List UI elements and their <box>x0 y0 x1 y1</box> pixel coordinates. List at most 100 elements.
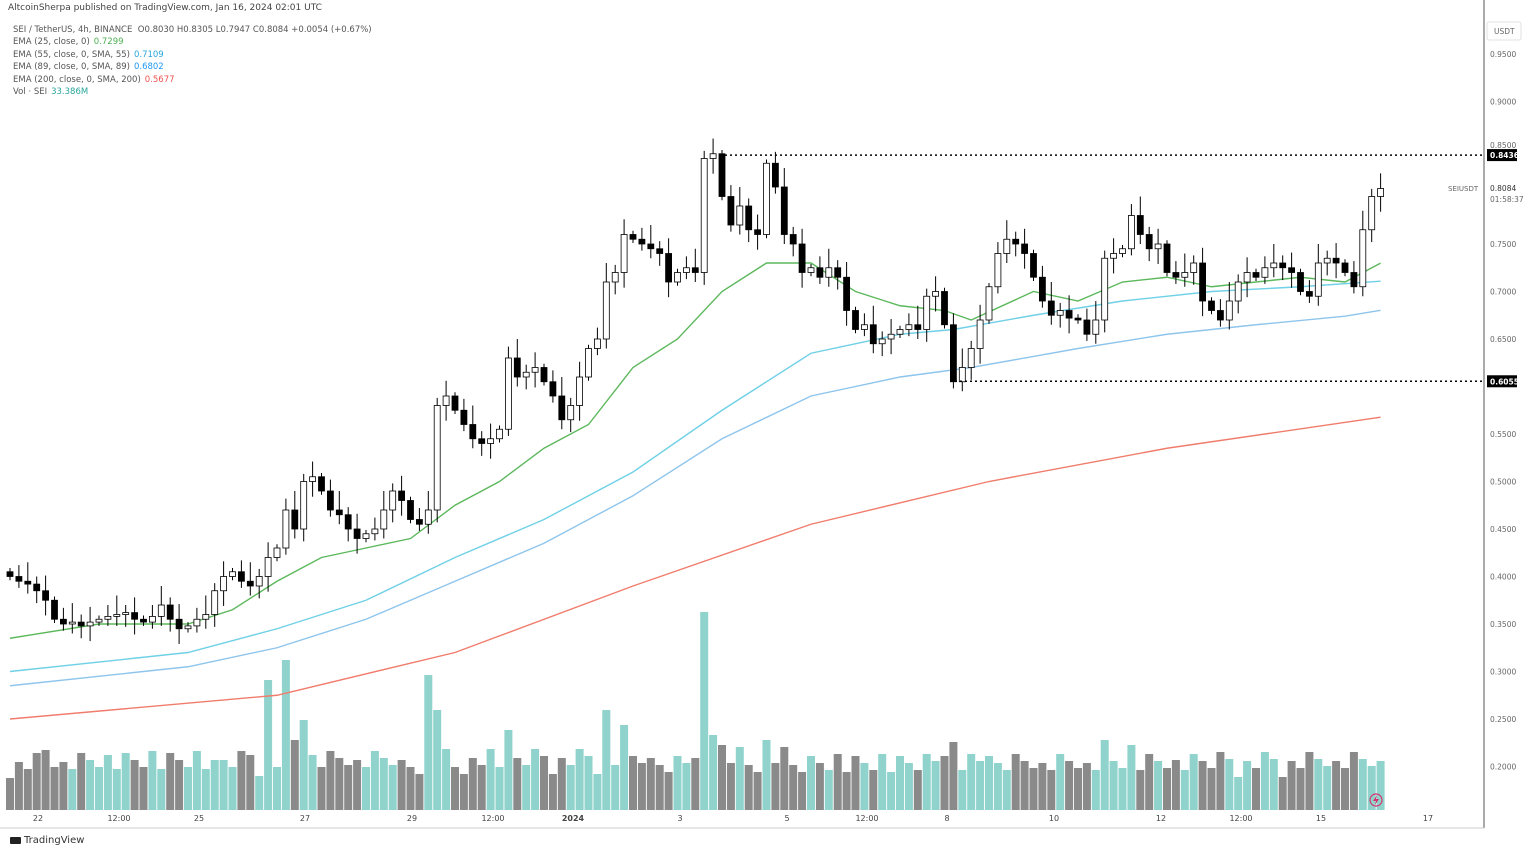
volume-bar <box>1038 763 1047 810</box>
candle-body <box>549 381 557 397</box>
candle-body <box>754 229 761 235</box>
volume-bar <box>219 760 228 810</box>
candle-body <box>95 618 103 623</box>
volume-bar <box>949 742 958 810</box>
time-tick: 12:00 <box>481 814 504 823</box>
volume-bar <box>896 756 904 810</box>
symbol-title: SEI / TetherUS, 4h, BINANCE <box>13 25 133 35</box>
candle-body <box>193 618 201 627</box>
candle-body <box>1021 243 1028 254</box>
volume-bar <box>281 660 290 810</box>
volume-bar <box>504 730 513 810</box>
volume-bar <box>682 763 691 810</box>
candle-body <box>166 604 174 620</box>
volume-bar <box>1011 754 1020 810</box>
candle-body <box>442 395 450 406</box>
time-tick: 27 <box>300 814 310 823</box>
candle <box>1234 274 1242 314</box>
candle <box>309 461 317 497</box>
volume-bar <box>1367 766 1376 810</box>
candle <box>825 248 833 287</box>
candle-body <box>798 243 806 273</box>
candle <box>567 397 575 433</box>
volume-bar <box>869 770 878 810</box>
candle <box>1056 302 1064 328</box>
volume-bar <box>406 767 415 810</box>
candle <box>691 248 699 282</box>
candle-body <box>700 158 708 273</box>
volume-bar <box>655 765 664 810</box>
candle <box>834 260 842 290</box>
candle-body <box>629 234 637 240</box>
volume-bar <box>789 765 798 810</box>
indicator-label: EMA (200, close, 0, SMA, 200) <box>13 74 141 85</box>
volume-bar <box>824 770 833 810</box>
candle <box>1217 299 1224 327</box>
volume-bar <box>1118 768 1127 810</box>
volume-bar <box>1002 770 1011 810</box>
candle <box>211 583 219 627</box>
volume-bar <box>1349 752 1358 810</box>
candle-body <box>665 253 672 283</box>
candle <box>1101 250 1109 333</box>
candle <box>816 256 824 284</box>
candle <box>291 491 299 539</box>
volume-bar <box>629 756 637 810</box>
volume-bar <box>468 758 477 810</box>
indicator-value: 33.386M <box>51 87 89 98</box>
time-tick: 2024 <box>562 814 585 823</box>
candle <box>1261 256 1269 284</box>
level-price-badge <box>1487 375 1517 388</box>
volume-bar <box>851 756 860 810</box>
tradingview-logo: TradingView <box>10 835 84 846</box>
candle-body <box>1136 215 1144 235</box>
candle <box>398 475 406 516</box>
candle-body <box>958 367 966 383</box>
volume-bar <box>433 710 442 810</box>
legend-indicator[interactable]: Vol · SEI 33.386M <box>13 86 372 98</box>
candle <box>585 344 592 381</box>
volume-bar <box>1252 768 1260 810</box>
volume-bar <box>362 767 370 810</box>
lightning-glyph-icon <box>1373 795 1379 805</box>
volume-bar <box>415 774 424 810</box>
candle <box>798 228 806 288</box>
legend-indicator[interactable]: EMA (55, close, 0, SMA, 55) 0.7109 <box>13 49 372 61</box>
time-tick: 22 <box>33 814 43 823</box>
volume-bar <box>593 774 602 810</box>
legend-indicator[interactable]: EMA (89, close, 0, SMA, 89) 0.6802 <box>13 61 372 73</box>
price-tick: 0.4500 <box>1490 525 1516 534</box>
legend-indicator[interactable]: EMA (200, close, 0, SMA, 200) 0.5677 <box>13 74 372 86</box>
level-price-label: 0.6055 <box>1490 377 1519 386</box>
candle <box>887 319 895 355</box>
candle-body <box>558 395 566 421</box>
volume-bar <box>646 758 655 810</box>
candle <box>148 605 156 629</box>
volume-bar <box>1171 760 1180 810</box>
ema55-line <box>9 280 1381 673</box>
volume-bar <box>1180 770 1189 810</box>
legend-indicator[interactable]: EMA (25, close, 0) 0.7299 <box>13 36 372 48</box>
volume-bar <box>887 772 896 810</box>
candle <box>950 313 957 389</box>
volume-bar <box>210 760 219 810</box>
volume-bar <box>1020 761 1029 810</box>
volume-bar <box>1376 761 1385 810</box>
candle-body <box>246 580 254 587</box>
volume-bar <box>611 765 620 810</box>
candle <box>229 567 236 581</box>
volume-bar <box>50 767 59 810</box>
candle <box>700 150 708 285</box>
indicator-value: 0.7299 <box>93 37 124 48</box>
candle <box>576 361 583 421</box>
volume-bar <box>14 762 23 810</box>
candle-body <box>344 514 352 530</box>
candle-body <box>1261 267 1269 278</box>
candle-body <box>1190 262 1198 273</box>
candle <box>318 472 325 495</box>
candle-body <box>1181 272 1189 278</box>
candle <box>558 377 566 430</box>
candle-body <box>585 348 592 378</box>
volume-bar <box>1163 768 1171 810</box>
